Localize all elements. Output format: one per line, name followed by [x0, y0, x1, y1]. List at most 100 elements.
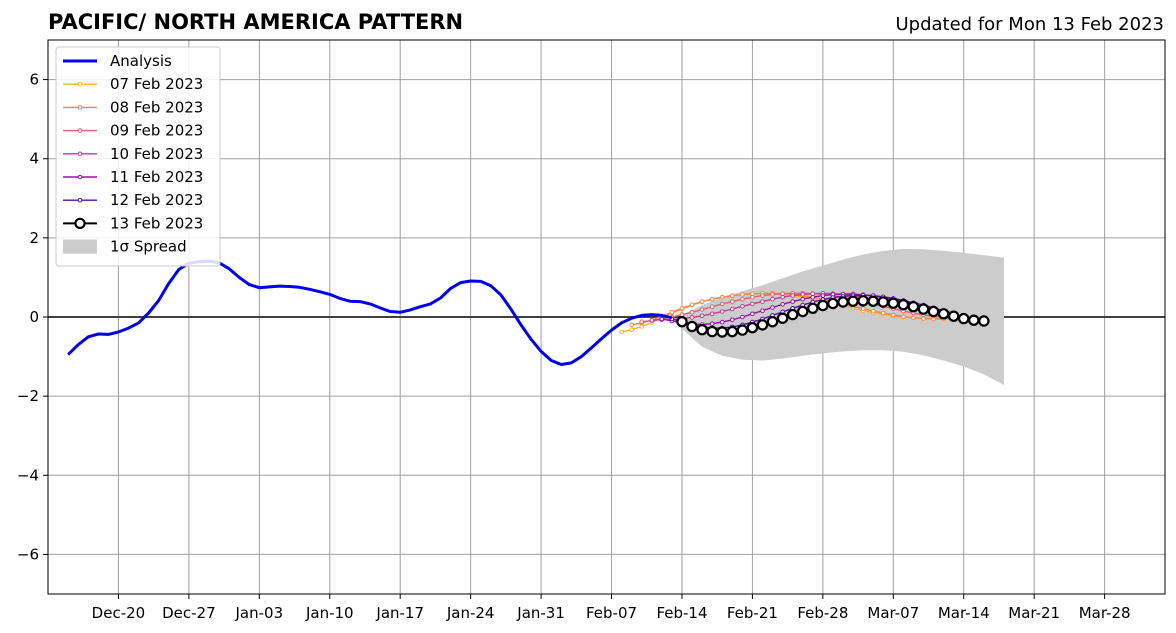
x-tick-label: Jan-24	[446, 604, 495, 622]
forecast-point	[709, 321, 715, 327]
legend-swatch-marker	[77, 128, 83, 133]
forecast-point	[766, 316, 779, 328]
forecast-point	[750, 294, 755, 300]
forecast-point	[746, 322, 759, 334]
legend-label: 1σ Spread	[110, 238, 187, 256]
forecast-point	[901, 314, 906, 319]
x-tick-label: Jan-31	[516, 604, 565, 622]
y-tick-label: 6	[29, 71, 39, 89]
forecast-point	[760, 308, 765, 314]
spread-band-layer	[682, 248, 1004, 386]
forecast-point	[706, 325, 718, 338]
forecast-point	[689, 302, 695, 308]
forecast-point	[857, 295, 869, 307]
forecast-point	[750, 301, 755, 307]
forecast-point	[780, 294, 785, 300]
forecast-point	[629, 322, 635, 328]
forecast-point	[740, 314, 745, 320]
forecast-point	[887, 297, 900, 309]
chart-title: PACIFIC/ NORTH AMERICA PATTERN	[48, 10, 463, 34]
forecast-point	[686, 320, 698, 333]
x-tick-label: Jan-17	[375, 604, 424, 622]
legend: Analysis 07 Feb 2023 08 Feb 2023 09 Feb 202…	[55, 46, 221, 267]
forecast-point	[649, 317, 655, 323]
forecast-point	[629, 327, 635, 333]
y-tick-label: 2	[29, 229, 39, 247]
forecast-point	[730, 317, 735, 323]
x-tick-label: Feb-14	[656, 604, 707, 622]
y-tick-label: 4	[29, 150, 39, 168]
legend-swatch-marker	[77, 151, 83, 157]
forecast-point	[790, 293, 796, 298]
forecast-point	[968, 314, 980, 326]
forecast-point	[730, 293, 735, 298]
forecast-point	[719, 319, 725, 325]
forecast-point	[820, 293, 826, 298]
chart-subtitle: Updated for Mon 13 Feb 2023	[895, 14, 1164, 35]
forecast-point	[689, 315, 695, 320]
x-tick-label: Dec-20	[92, 604, 146, 622]
axis-ticks: Dec-20 Dec-27 Jan-03 Jan-10 Jan-17 Jan-24 Jan-…	[17, 71, 1131, 622]
forecast-point	[817, 299, 829, 312]
legend-label: 12 Feb 2023	[110, 191, 203, 209]
analysis-line	[67, 259, 673, 366]
forecast-point	[726, 325, 739, 338]
forecast-point	[927, 305, 940, 318]
forecast-point	[730, 299, 735, 304]
x-tick-label: Jan-03	[235, 604, 284, 622]
forecast-point	[948, 310, 960, 322]
forecast-point	[958, 312, 970, 325]
forecast-point	[699, 299, 705, 304]
legend-box	[55, 46, 221, 267]
x-tick-label: Jan-10	[305, 604, 354, 622]
forecast-point	[750, 311, 755, 317]
legend-swatch-marker	[77, 81, 83, 87]
forecast-point	[639, 324, 645, 329]
x-tick-label: Mar-28	[1079, 604, 1131, 622]
forecast-point	[756, 319, 769, 331]
forecast-point	[760, 293, 765, 298]
forecast-point	[807, 302, 819, 314]
forecast-point	[716, 326, 728, 338]
x-tick-label: Mar-14	[938, 604, 990, 622]
forecast-point	[639, 319, 645, 325]
forecast-point	[800, 292, 806, 297]
forecast-point	[978, 315, 990, 327]
forecast-point	[696, 324, 708, 336]
legend-swatch-spread	[63, 239, 97, 254]
forecast-point	[740, 304, 745, 309]
spread-band	[682, 248, 1004, 386]
forecast-point	[699, 307, 705, 312]
x-tick-label: Feb-21	[727, 604, 778, 622]
legend-swatch-marker	[74, 217, 86, 230]
forecast-point	[736, 324, 749, 336]
forecast-point	[837, 296, 849, 308]
forecast-point	[847, 295, 859, 307]
forecast-point	[669, 310, 675, 315]
forecast-point	[780, 302, 785, 307]
forecast-point	[770, 305, 775, 310]
forecast-point	[787, 308, 799, 321]
forecast-point	[797, 305, 809, 318]
analysis-series-layer	[67, 259, 673, 366]
forecast-point	[740, 296, 745, 302]
forecast-point	[709, 304, 715, 310]
forecast-point	[870, 308, 876, 314]
forecast-point	[730, 306, 735, 312]
forecast-point	[877, 296, 889, 308]
y-tick-label: −2	[17, 387, 39, 405]
forecast-point	[719, 301, 725, 307]
forecast-point	[937, 308, 950, 320]
legend-swatch-marker	[77, 197, 83, 203]
forecast-series-6	[676, 295, 990, 338]
forecast-point	[800, 296, 806, 302]
forecast-point	[709, 296, 715, 302]
forecast-point	[679, 312, 685, 317]
forecast-point	[827, 297, 839, 310]
forecast-point	[689, 310, 695, 315]
forecast-point	[911, 315, 916, 321]
legend-label: 10 Feb 2023	[110, 145, 203, 163]
x-tick-label: Mar-21	[1008, 604, 1060, 622]
legend-label: 09 Feb 2023	[110, 122, 203, 140]
